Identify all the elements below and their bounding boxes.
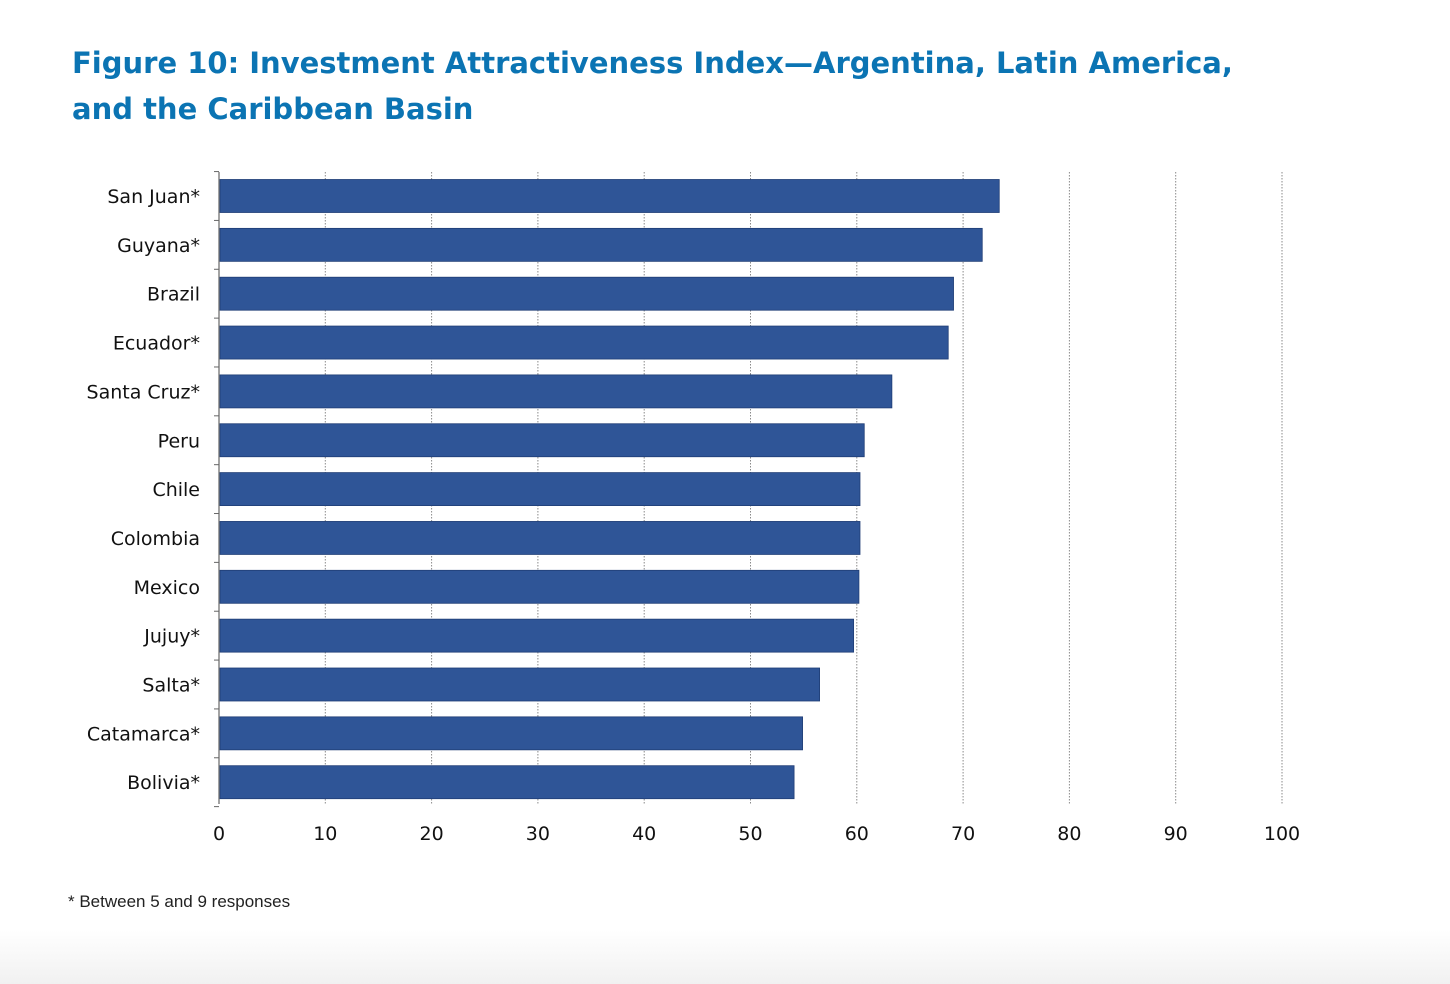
x-tick-label: 60 [845, 823, 869, 845]
footnote: * Between 5 and 9 responses [68, 892, 291, 911]
x-tick-label: 0 [213, 823, 225, 845]
category-label: San Juan* [107, 186, 200, 208]
category-label: Guyana* [117, 235, 200, 257]
category-label: Bolivia* [127, 772, 200, 794]
bar-chile [219, 472, 861, 507]
category-label: Brazil [147, 284, 200, 306]
x-tick-label: 40 [632, 823, 656, 845]
category-label: Jujuy* [143, 626, 200, 648]
category-label: Chile [152, 479, 200, 501]
category-label: Catamarca* [87, 723, 200, 745]
x-tick-label: 80 [1057, 823, 1081, 845]
x-tick-label: 100 [1264, 823, 1300, 845]
category-label: Colombia [111, 528, 200, 550]
y-axis [214, 171, 220, 808]
bar-chart: San Juan* Guyana* Brazil Ecuador* Santa Cruz… [87, 171, 1300, 845]
page-bottom-shadow [0, 930, 1450, 984]
bar-san-juan [219, 179, 1000, 213]
bar-bolivia [219, 765, 795, 800]
category-label: Ecuador* [113, 333, 200, 355]
x-tick-label: 90 [1164, 823, 1188, 845]
category-labels: San Juan* Guyana* Brazil Ecuador* Santa Cruz… [87, 186, 200, 794]
x-tick-label: 10 [313, 823, 337, 845]
category-label: Mexico [134, 577, 200, 599]
x-tick-label: 20 [420, 823, 444, 845]
category-label: Santa Cruz* [87, 381, 200, 403]
figure-title: Figure 10: Investment Attractiveness Ind… [72, 46, 1233, 126]
x-tick-label: 30 [526, 823, 550, 845]
bar-ecuador [219, 325, 949, 360]
bar-colombia [219, 521, 861, 555]
bar-santa-cruz [219, 374, 893, 409]
category-label: Peru [158, 430, 200, 452]
category-label: Salta* [142, 675, 200, 697]
bar-mexico [219, 569, 860, 604]
bar-peru [219, 423, 865, 458]
bar-catamarca [219, 716, 803, 751]
bars [219, 179, 1000, 800]
x-tick-label: 70 [951, 823, 975, 845]
bar-brazil [219, 276, 954, 311]
x-tick-labels: 0 10 20 30 40 50 60 70 80 90 100 [213, 823, 1300, 845]
bar-salta [219, 667, 820, 702]
bar-jujuy [219, 618, 855, 653]
x-tick-label: 50 [738, 823, 762, 845]
bar-guyana [219, 227, 983, 262]
